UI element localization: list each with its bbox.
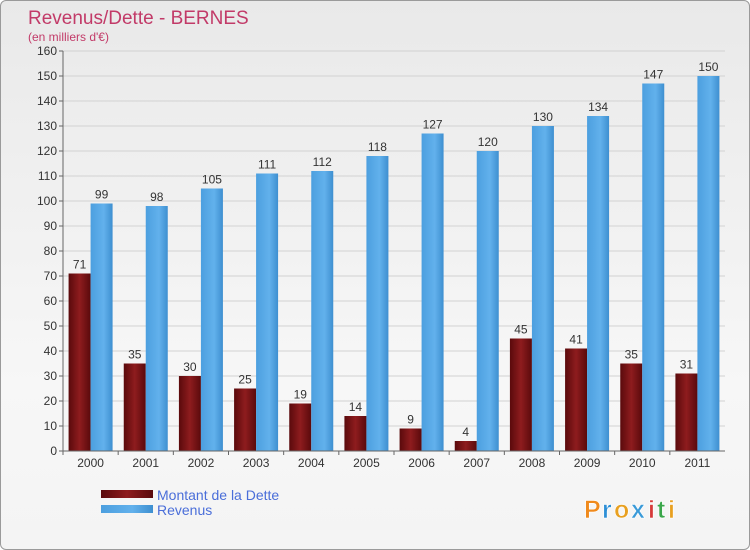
y-tick-label: 140: [37, 94, 57, 108]
bars: [68, 76, 720, 451]
value-label-revenus: 134: [588, 100, 608, 114]
chart-subtitle: (en milliers d'€): [28, 30, 109, 44]
bar-revenus: [587, 116, 610, 451]
x-tick-label: 2007: [463, 456, 490, 470]
y-tick-label: 80: [44, 244, 58, 258]
legend-label-dette: Montant de la Dette: [157, 487, 279, 503]
value-label-dette: 45: [514, 323, 528, 337]
bar-dette: [68, 273, 91, 451]
bar-revenus: [476, 151, 499, 451]
bar-revenus: [145, 206, 168, 451]
y-tick-label: 0: [50, 444, 57, 458]
y-tick-label: 40: [44, 344, 58, 358]
bar-dette: [234, 388, 257, 451]
bar-revenus: [90, 203, 113, 451]
y-tick-label: 20: [44, 394, 58, 408]
bar-dette: [178, 376, 201, 451]
bar-dette: [620, 363, 643, 451]
x-tick-label: 2010: [629, 456, 656, 470]
y-tick-label: 60: [44, 294, 58, 308]
value-label-revenus: 127: [423, 118, 443, 132]
bar-dette: [123, 363, 146, 451]
value-label-dette: 41: [569, 333, 583, 347]
value-label-dette: 71: [73, 258, 87, 272]
logo-letter: i: [668, 496, 675, 524]
x-tick-label: 2011: [685, 456, 711, 470]
y-tick-label: 70: [44, 269, 58, 283]
value-label-dette: 4: [462, 425, 469, 439]
y-tick-label: 50: [44, 319, 58, 333]
legend-label-revenus: Revenus: [157, 502, 212, 518]
bar-dette: [289, 403, 312, 451]
value-label-revenus: 150: [698, 60, 718, 74]
logo-letter: x: [631, 496, 645, 524]
legend: Montant de la Dette Revenus: [101, 487, 279, 518]
y-axis-ticks: 0 10 20 30 40 50 60 70 80 90 100 110 120 130 140 150 160: [37, 44, 63, 458]
value-label-revenus: 118: [368, 140, 387, 154]
logo-letter: r: [602, 496, 612, 524]
y-tick-label: 130: [37, 119, 57, 133]
x-tick-label: 2005: [353, 456, 380, 470]
x-tick-label: 2009: [574, 456, 601, 470]
bar-dette: [509, 338, 532, 451]
bar-revenus: [531, 126, 554, 451]
value-labels: 71 99 35 98 30 105 25 111 19 112 14 118 9 127 4 120 45 13…: [73, 60, 719, 439]
bar-revenus: [311, 171, 334, 451]
bar-revenus: [256, 173, 279, 451]
value-label-revenus: 105: [202, 173, 222, 187]
gridlines: [63, 50, 725, 427]
value-label-revenus: 147: [643, 68, 663, 82]
bar-revenus: [366, 156, 389, 451]
value-label-revenus: 98: [150, 190, 164, 204]
logo-letter: o: [614, 496, 629, 524]
y-tick-label: 90: [44, 219, 58, 233]
bar-revenus: [200, 188, 223, 451]
y-tick-label: 110: [38, 169, 57, 183]
bar-dette: [454, 441, 477, 451]
y-tick-label: 30: [44, 369, 58, 383]
bar-revenus: [421, 133, 444, 451]
x-tick-label: 2006: [408, 456, 435, 470]
logo-letter: P: [584, 496, 601, 524]
y-tick-label: 150: [37, 69, 57, 83]
y-tick-label: 120: [37, 144, 57, 158]
x-tick-label: 2004: [298, 456, 325, 470]
value-label-dette: 35: [128, 348, 142, 362]
value-label-dette: 31: [680, 358, 694, 372]
value-label-dette: 19: [294, 388, 308, 402]
x-axis-ticks: 2000 2001 2002 2003 2004 2005 2006 2007 2008 2009…: [62, 451, 711, 470]
value-label-dette: 35: [625, 348, 639, 362]
x-tick-label: 2001: [132, 456, 159, 470]
bar-revenus: [697, 76, 720, 451]
value-label-revenus: 130: [533, 110, 553, 124]
value-label-dette: 14: [349, 400, 363, 414]
value-label-revenus: 112: [313, 155, 332, 169]
legend-swatch-revenus: [101, 505, 153, 513]
x-tick-label: 2000: [77, 456, 104, 470]
y-tick-label: 10: [44, 419, 58, 433]
logo-letter: i: [648, 496, 655, 524]
value-label-dette: 30: [183, 360, 197, 374]
bar-dette: [675, 373, 698, 451]
x-tick-label: 2008: [519, 456, 546, 470]
legend-swatch-dette: [101, 490, 153, 498]
x-tick-label: 2002: [188, 456, 215, 470]
value-label-dette: 25: [238, 373, 252, 387]
value-label-dette: 9: [407, 413, 414, 427]
value-label-revenus: 99: [95, 188, 109, 202]
bar-dette: [344, 416, 367, 451]
y-tick-label: 160: [37, 44, 57, 58]
bar-dette: [399, 428, 422, 451]
x-tick-label: 2003: [243, 456, 270, 470]
value-label-revenus: 111: [258, 158, 277, 172]
bar-dette: [565, 348, 588, 451]
value-label-revenus: 120: [478, 135, 498, 149]
y-tick-label: 100: [37, 194, 57, 208]
chart-title: Revenus/Dette - BERNES: [28, 8, 249, 29]
bar-revenus: [642, 83, 665, 451]
logo-letter: t: [657, 496, 666, 524]
